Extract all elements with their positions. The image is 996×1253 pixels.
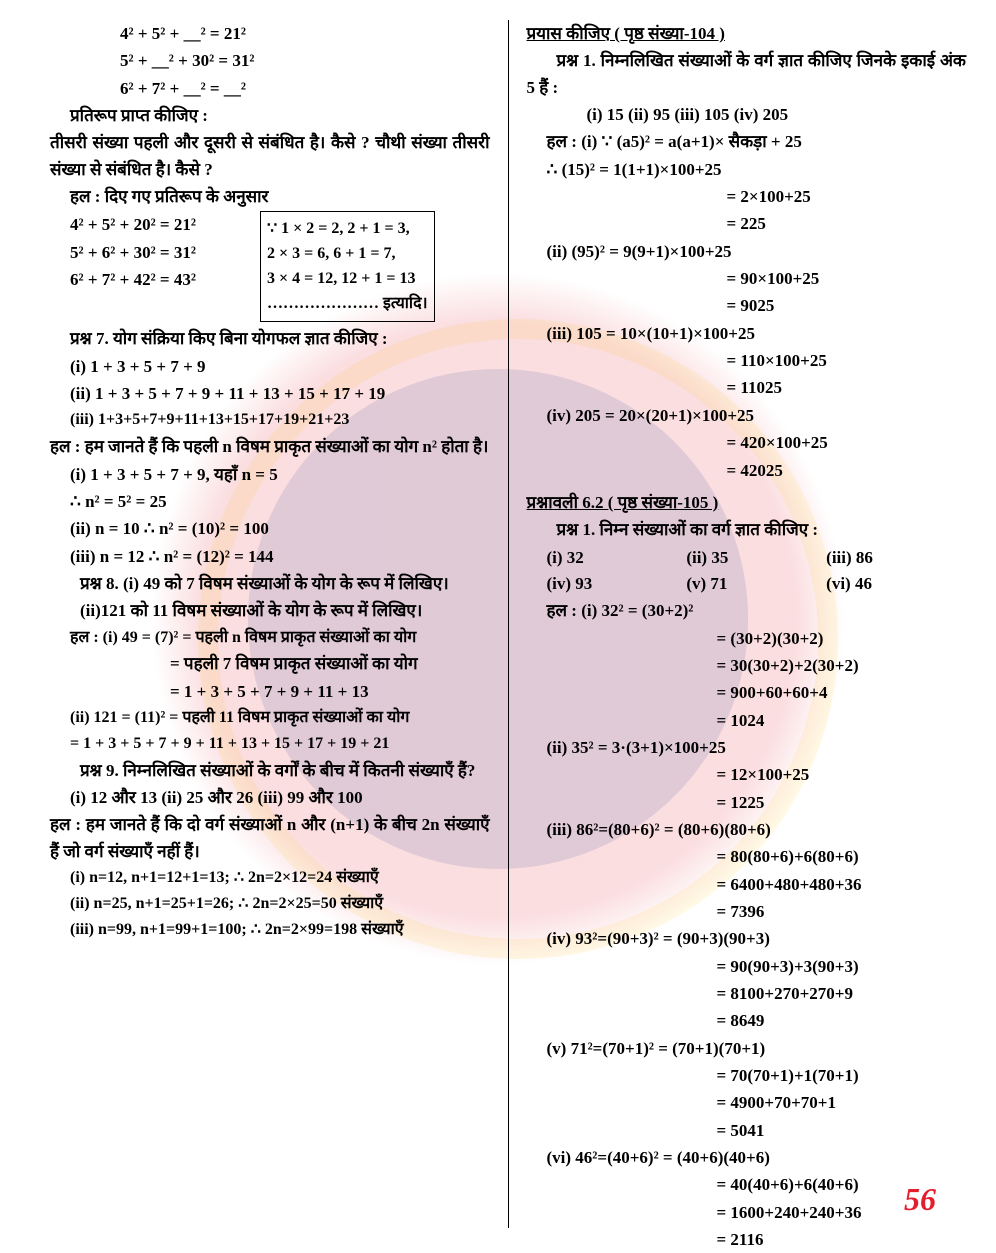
q7-option: (iii) 1+3+5+7+9+11+13+15+17+19+21+23 [50,408,490,433]
opt: (iv) 93 [547,571,687,597]
sol-line: = 420×100+25 [527,430,967,456]
box-line: 3 × 4 = 12, 12 + 1 = 13 [267,267,428,291]
right-column: प्रयास कीजिए ( पृष्ठ संख्या-104 ) प्रश्न… [508,20,967,1228]
right-q1-options: (i) 15 (ii) 95 (iii) 105 (iv) 205 [527,102,967,128]
box-line: 2 × 3 = 6, 6 + 1 = 7, [267,242,428,266]
question-7: प्रश्न 7. योग संक्रिया किए बिना योगफल ज्… [50,326,490,352]
q7-step: (i) 1 + 3 + 5 + 7 + 9, यहाँ n = 5 [50,462,490,488]
sol-line: = 11025 [527,375,967,401]
sol-line: = (30+2)(30+2) [527,626,967,652]
sol-line: = 42025 [527,458,967,484]
sol-line: = 7396 [527,899,967,925]
q8-step: = 1 + 3 + 5 + 7 + 9 + 11 + 13 + 15 + 17 … [50,732,490,757]
q9-options: (i) 12 और 13 (ii) 25 और 26 (iii) 99 और 1… [50,785,490,811]
section-heading-exercise: प्रश्नावली 6.2 ( पृष्ठ संख्या-105 ) [527,490,967,516]
sol-line: = 1024 [527,708,967,734]
eq-line: 5² + __² + 30² = 31² [50,48,490,74]
sol-line: = 1600+240+240+36 [527,1200,967,1226]
solution-row: 4² + 5² + 20² = 21² 5² + 6² + 30² = 31² … [50,211,490,322]
q7-step: (iii) n = 12 ∴ n² = (12)² = 144 [50,544,490,570]
explanation-box: ∵ 1 × 2 = 2, 2 + 1 = 3, 2 × 3 = 6, 6 + 1… [260,211,435,322]
left-column: 4² + 5² + __² = 21² 5² + __² + 30² = 31²… [50,20,508,1228]
question-8b: (ii)121 को 11 विषम संख्याओं के योग के रू… [50,598,490,624]
eq-line: 5² + 6² + 30² = 31² [70,240,260,266]
opt: (iii) 86 [826,545,966,571]
pattern-question: तीसरी संख्या पहली और दूसरी से संबंधित है… [50,130,490,183]
page-content: 4² + 5² + __² = 21² 5² + __² + 30² = 31²… [0,0,996,1238]
q9-solution: हल : हम जानते हैं कि दो वर्ग संख्याओं n … [50,812,490,865]
sol-line: (iv) 93²=(90+3)² = (90+3)(90+3) [527,926,967,952]
right-q1: प्रश्न 1. निम्नलिखित संख्याओं के वर्ग ज्… [527,48,967,101]
sol-line: = 5041 [527,1118,967,1144]
opt: (i) 32 [547,545,687,571]
question-9: प्रश्न 9. निम्नलिखित संख्याओं के वर्गों … [50,758,490,784]
opt: (v) 71 [686,571,826,597]
solution-equations: 4² + 5² + 20² = 21² 5² + 6² + 30² = 31² … [50,211,260,322]
sol-line: = 2116 [527,1227,967,1253]
eq-line: 6² + 7² + 42² = 43² [70,267,260,293]
sol-line: (ii) (95)² = 9(9+1)×100+25 [527,239,967,265]
sol-line: हल : (i) 32² = (30+2)² [527,598,967,624]
q7-step: (ii) n = 10 ∴ n² = (10)² = 100 [50,516,490,542]
right-q2: प्रश्न 1. निम्न संख्याओं का वर्ग ज्ञात क… [527,517,967,543]
box-line: ∵ 1 × 2 = 2, 2 + 1 = 3, [267,217,428,241]
q8-step: (ii) 121 = (11)² = पहली 11 विषम प्राकृत … [50,706,490,731]
sol-line: ∴ (15)² = 1(1+1)×100+25 [527,157,967,183]
sol-line: = 110×100+25 [527,348,967,374]
eq-line: 4² + 5² + 20² = 21² [70,212,260,238]
q9-step: (ii) n=25, n+1=25+1=26; ∴ 2n=2×25=50 संख… [50,892,490,917]
opt: (ii) 35 [686,545,826,571]
sol-line: (ii) 35² = 3·(3+1)×100+25 [527,735,967,761]
sol-line: = 30(30+2)+2(30+2) [527,653,967,679]
q7-option: (ii) 1 + 3 + 5 + 7 + 9 + 11 + 13 + 15 + … [50,381,490,407]
sol-line: = 900+60+60+4 [527,680,967,706]
sol-line: हल : (i) ∵ (a5)² = a(a+1)× सैकड़ा + 25 [527,129,967,155]
section-heading-try: प्रयास कीजिए ( पृष्ठ संख्या-104 ) [527,21,967,47]
sol-line: = 8100+270+270+9 [527,981,967,1007]
sol-line: = 12×100+25 [527,762,967,788]
pattern-label: प्रतिरूप प्राप्त कीजिए : [50,103,490,129]
solution-label: हल : दिए गए प्रतिरूप के अनुसार [50,184,490,210]
sol-line: = 8649 [527,1008,967,1034]
sol-line: = 90(90+3)+3(90+3) [527,954,967,980]
question-8a: प्रश्न 8. (i) 49 को 7 विषम संख्याओं के य… [50,571,490,597]
sol-line: = 40(40+6)+6(40+6) [527,1172,967,1198]
q9-step: (iii) n=99, n+1=99+1=100; ∴ 2n=2×99=198 … [50,918,490,943]
sol-line: = 80(80+6)+6(80+6) [527,844,967,870]
sol-line: (v) 71²=(70+1)² = (70+1)(70+1) [527,1036,967,1062]
q9-step: (i) n=12, n+1=12+1=13; ∴ 2n=2×12=24 संख्… [50,866,490,891]
sol-line: = 4900+70+70+1 [527,1090,967,1116]
q8-step: = पहली 7 विषम प्राकृत संख्याओं का योग [50,651,490,677]
q8-step: = 1 + 3 + 5 + 7 + 9 + 11 + 13 [50,679,490,705]
sol-line: = 90×100+25 [527,266,967,292]
opt: (vi) 46 [826,571,966,597]
q7-solution: हल : हम जानते हैं कि पहली n विषम प्राकृत… [50,434,490,460]
sol-line: (iii) 105 = 10×(10+1)×100+25 [527,321,967,347]
sol-line: = 6400+480+480+36 [527,872,967,898]
sol-line: (vi) 46²=(40+6)² = (40+6)(40+6) [527,1145,967,1171]
sol-line: = 225 [527,211,967,237]
q7-option: (i) 1 + 3 + 5 + 7 + 9 [50,354,490,380]
sol-line: (iii) 86²=(80+6)² = (80+6)(80+6) [527,817,967,843]
q7-step: ∴ n² = 5² = 25 [50,489,490,515]
eq-line: 4² + 5² + __² = 21² [50,21,490,47]
sol-line: = 70(70+1)+1(70+1) [527,1063,967,1089]
sol-line: = 2×100+25 [527,184,967,210]
q8-step: हल : (i) 49 = (7)² = पहली n विषम प्राकृत… [50,626,490,651]
eq-line: 6² + 7² + __² = __² [50,76,490,102]
box-line: ………………… इत्यादि। [267,292,428,316]
q2-options-row1: (i) 32 (ii) 35 (iii) 86 [527,545,967,571]
sol-line: = 9025 [527,293,967,319]
sol-line: (iv) 205 = 20×(20+1)×100+25 [527,403,967,429]
q2-options-row2: (iv) 93 (v) 71 (vi) 46 [527,571,967,597]
sol-line: = 1225 [527,790,967,816]
